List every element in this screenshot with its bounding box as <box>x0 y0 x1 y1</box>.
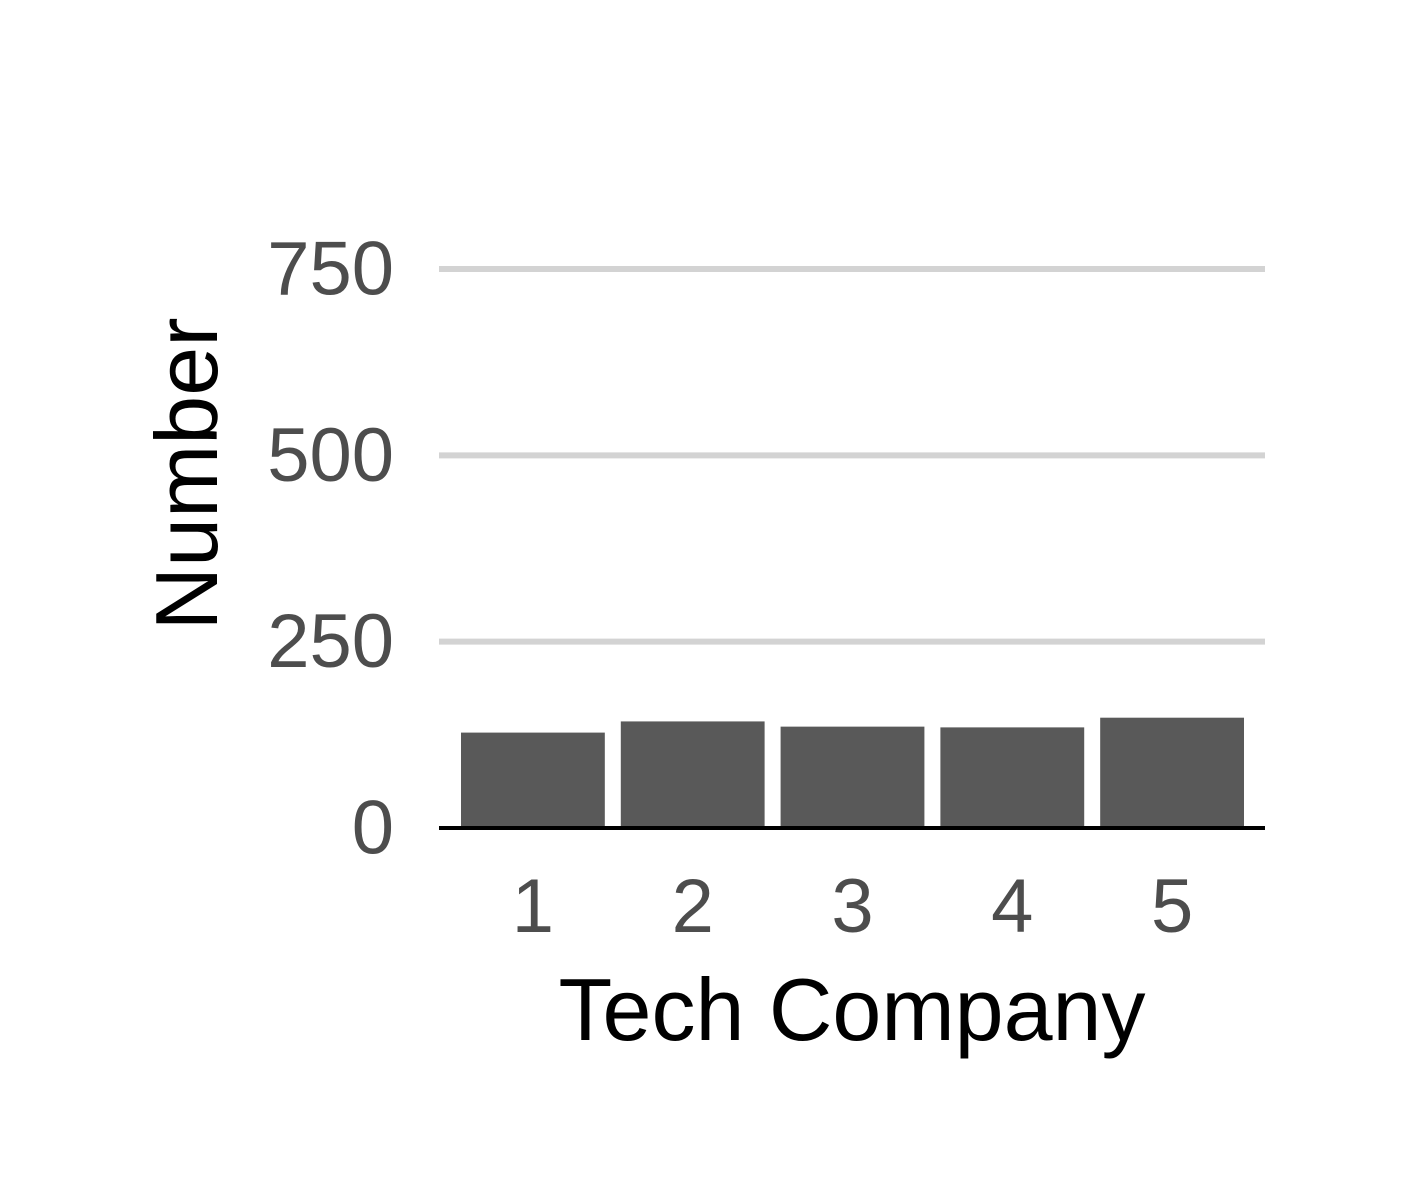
bar-1 <box>461 732 605 828</box>
bar-3 <box>780 726 925 828</box>
y-axis-title: Number <box>137 318 236 631</box>
y-tick-label-750: 750 <box>267 227 394 312</box>
y-tick-label-0: 0 <box>352 786 394 871</box>
gridlines <box>439 266 1265 645</box>
x-axis-title: Tech Company <box>559 960 1146 1059</box>
y-tick-label-500: 500 <box>267 413 394 498</box>
x-tick-label-4: 4 <box>991 864 1033 949</box>
bar-2 <box>620 721 765 828</box>
x-tick-label-5: 5 <box>1151 864 1193 949</box>
x-tick-label-1: 1 <box>512 864 554 949</box>
bar-4 <box>940 727 1085 828</box>
x-tick-labels: 1 2 3 4 5 <box>512 864 1193 949</box>
x-tick-label-3: 3 <box>831 864 873 949</box>
bar-5 <box>1100 717 1244 828</box>
bars <box>461 717 1244 828</box>
x-tick-label-2: 2 <box>672 864 714 949</box>
y-tick-labels: 0 250 500 750 <box>267 227 394 871</box>
y-tick-label-250: 250 <box>267 599 394 684</box>
